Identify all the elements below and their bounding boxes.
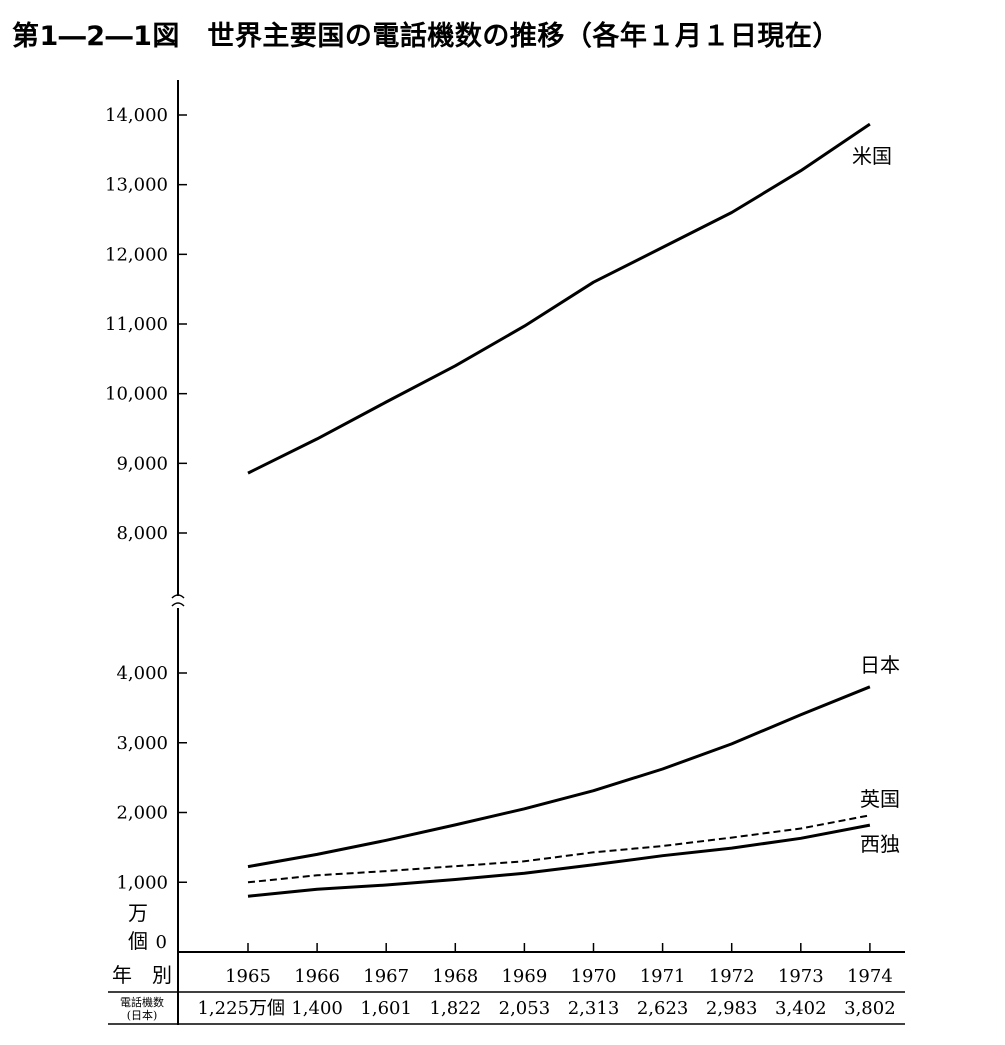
y-tick-label: 3,000 [116, 733, 168, 754]
table-cell: 3,402 [775, 998, 827, 1019]
series-line [247, 685, 871, 869]
table-cell: 2,983 [706, 998, 758, 1019]
table-cell: 3,802 [844, 998, 896, 1019]
table-cell: 1,225万個 [197, 998, 285, 1019]
table-row-label: 電話機数 [120, 995, 164, 1009]
x-tick-label: 1968 [432, 966, 478, 987]
table-cell: 2,623 [637, 998, 689, 1019]
table-row-label: (日本) [127, 1008, 158, 1022]
x-tick-label: 1971 [640, 966, 686, 987]
table-cell: 1,400 [291, 998, 343, 1019]
y-tick-label: 12,000 [105, 244, 168, 265]
x-tick-label: 1967 [363, 966, 409, 987]
y-tick-label: 4,000 [116, 663, 168, 684]
series-line [247, 122, 871, 475]
table-cell: 2,313 [568, 998, 620, 1019]
table-header-label: 年 別 [112, 963, 172, 987]
y-unit-label: 万 [128, 901, 148, 925]
labels-layer: 1,000 2,000 3,000 4,000 8,000 9,000 10,000 11,0… [105, 105, 900, 953]
figure-title: 第1―2―1図 世界主要国の電話機数の推移（各年１月１日現在） [12, 21, 840, 52]
chart-axes [171, 80, 905, 1025]
series-line [247, 823, 871, 898]
y-tick-label: 8,000 [116, 523, 168, 544]
series-name-label: 英国 [860, 787, 900, 811]
y-tick-label: 10,000 [105, 384, 168, 405]
x-tick-label: 1969 [501, 966, 547, 987]
y-tick-label: 14,000 [105, 105, 168, 126]
y-tick-label: 9,000 [116, 453, 168, 474]
x-tick-label: 1973 [778, 966, 824, 987]
y-tick-label: 1,000 [116, 872, 168, 893]
y-tick-label: 11,000 [105, 314, 168, 335]
table-cell: 1,822 [430, 998, 482, 1019]
x-tick-label: 1965 [225, 966, 271, 987]
table-cell: 2,053 [499, 998, 551, 1019]
series-name-label: 西独 [860, 832, 900, 856]
table-cell: 1,601 [360, 998, 412, 1019]
y-tick-label: 0 [156, 932, 167, 953]
y-unit-label: 個 [128, 929, 148, 953]
x-tick-label: 1970 [571, 966, 617, 987]
x-tick-label: 1966 [294, 966, 340, 987]
axis-break-mark [171, 602, 185, 607]
axis-break-mark [171, 594, 185, 599]
x-tick-label: 1972 [709, 966, 755, 987]
y-tick-label: 13,000 [105, 175, 168, 196]
series-name-label: 日本 [860, 653, 900, 677]
x-tick-label: 1974 [847, 966, 893, 987]
series-line [247, 814, 871, 884]
y-tick-label: 2,000 [116, 803, 168, 824]
series-name-label: 米国 [852, 144, 892, 168]
series-layer [247, 122, 871, 898]
